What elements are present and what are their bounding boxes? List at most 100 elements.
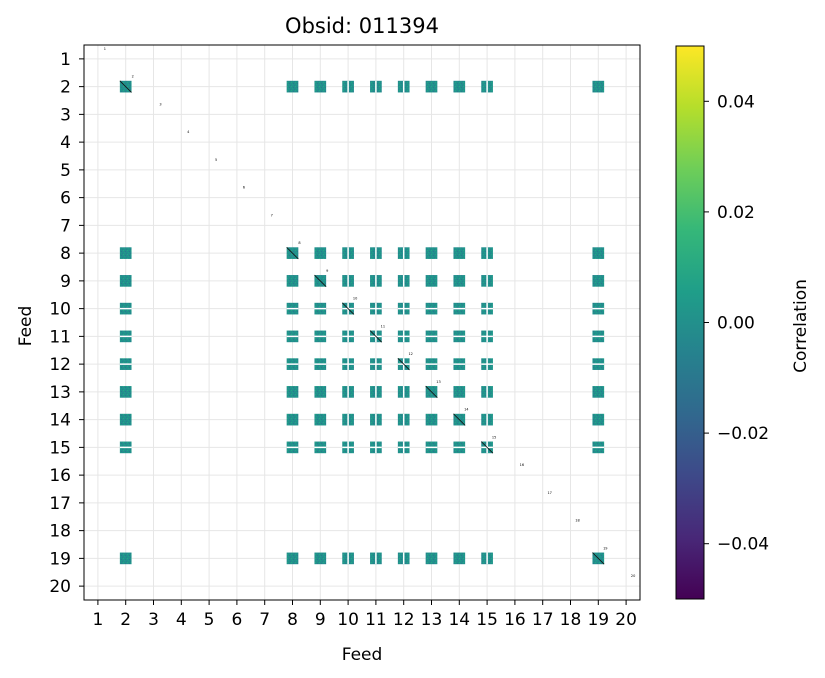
data-block — [425, 330, 438, 343]
diagonal-label: 3 — [159, 102, 161, 106]
data-blocks — [119, 80, 605, 565]
y-tick-label: 20 — [49, 577, 71, 597]
data-block — [286, 80, 299, 93]
plot-frame — [83, 44, 641, 601]
y-tick-label: 13 — [49, 383, 71, 403]
diagonal-label: 8 — [298, 241, 300, 245]
data-block — [286, 413, 299, 426]
data-block — [370, 358, 382, 370]
data-block — [119, 275, 132, 287]
y-tick-label: 11 — [49, 327, 71, 347]
data-block — [286, 275, 299, 287]
data-block — [425, 247, 438, 259]
data-block — [397, 275, 410, 287]
x-tick-label: 1 — [92, 610, 103, 630]
data-block — [397, 80, 410, 93]
data-block — [342, 386, 354, 398]
data-block — [342, 247, 354, 259]
diagonal-stroke — [425, 385, 438, 398]
data-block — [370, 302, 382, 315]
data-block — [314, 80, 327, 93]
x-tick-label: 19 — [587, 610, 609, 630]
data-block — [481, 330, 493, 343]
colorbar-tick-label: 0.04 — [717, 92, 755, 112]
data-block — [453, 80, 466, 93]
data-block — [286, 358, 299, 370]
data-block — [119, 552, 132, 565]
block-cell — [453, 80, 466, 93]
data-block — [425, 275, 438, 287]
data-block — [119, 247, 132, 259]
diagonal-label: 20 — [631, 574, 635, 578]
data-block — [314, 247, 327, 259]
x-tick-label: 20 — [615, 610, 637, 630]
grid-lines — [84, 45, 640, 600]
diagonal-label: 18 — [575, 519, 579, 523]
data-block — [370, 386, 382, 398]
y-tick-label: 4 — [60, 133, 71, 153]
diagonal-stroke — [341, 302, 355, 315]
block-cell — [425, 552, 438, 565]
data-block — [286, 386, 299, 398]
diagonal-label: 4 — [187, 130, 190, 134]
data-block — [286, 302, 299, 315]
data-block — [425, 413, 438, 426]
data-block — [314, 441, 327, 454]
data-block — [480, 441, 494, 454]
data-block — [481, 413, 493, 426]
colorbar-tick-label: 0.02 — [717, 203, 755, 223]
data-block — [314, 274, 327, 287]
data-block — [119, 441, 132, 454]
data-block — [119, 358, 132, 370]
y-axis-label: Feed — [16, 306, 36, 347]
x-tick-label: 9 — [315, 610, 326, 630]
data-block — [314, 413, 327, 426]
data-block — [370, 247, 382, 259]
block-cell — [592, 275, 605, 287]
colorbar-tick-label: 0.00 — [717, 314, 755, 334]
block-cell — [119, 413, 132, 426]
data-block — [119, 330, 132, 343]
data-block — [453, 358, 466, 370]
block-cell — [592, 386, 605, 398]
data-block — [342, 80, 354, 93]
y-tick-label: 15 — [49, 438, 71, 458]
data-block — [425, 80, 438, 93]
block-cell — [592, 413, 605, 426]
data-block — [342, 552, 354, 565]
y-tick-label: 7 — [60, 216, 71, 236]
data-block — [592, 441, 605, 454]
data-block — [342, 358, 354, 370]
block-cell — [314, 552, 327, 565]
diagonal-label: 11 — [381, 324, 385, 328]
data-block — [481, 552, 493, 565]
block-cell — [425, 275, 438, 287]
y-tick-label: 19 — [49, 549, 71, 569]
data-block — [453, 330, 466, 343]
x-tick-label: 4 — [176, 610, 187, 630]
data-block — [592, 358, 605, 370]
data-block — [370, 441, 382, 454]
colorbar-label: Correlation — [791, 279, 811, 373]
x-tick-label: 2 — [120, 610, 131, 630]
data-block — [397, 386, 410, 398]
data-block — [592, 275, 605, 287]
data-block — [592, 330, 605, 343]
block-cell — [314, 247, 327, 259]
data-block — [397, 330, 410, 343]
data-block — [314, 330, 327, 343]
data-block — [397, 302, 410, 315]
data-block — [314, 302, 327, 315]
y-tick-label: 17 — [49, 494, 71, 514]
block-cell — [453, 552, 466, 565]
diagonal-stroke — [369, 330, 383, 343]
data-block — [592, 386, 605, 398]
x-tick-label: 13 — [421, 610, 443, 630]
data-block — [453, 386, 466, 398]
block-cell — [314, 80, 327, 93]
data-block — [453, 275, 466, 287]
colorbar: −0.04 −0.02 0.00 0.02 0.04 Correlation — [675, 45, 811, 600]
